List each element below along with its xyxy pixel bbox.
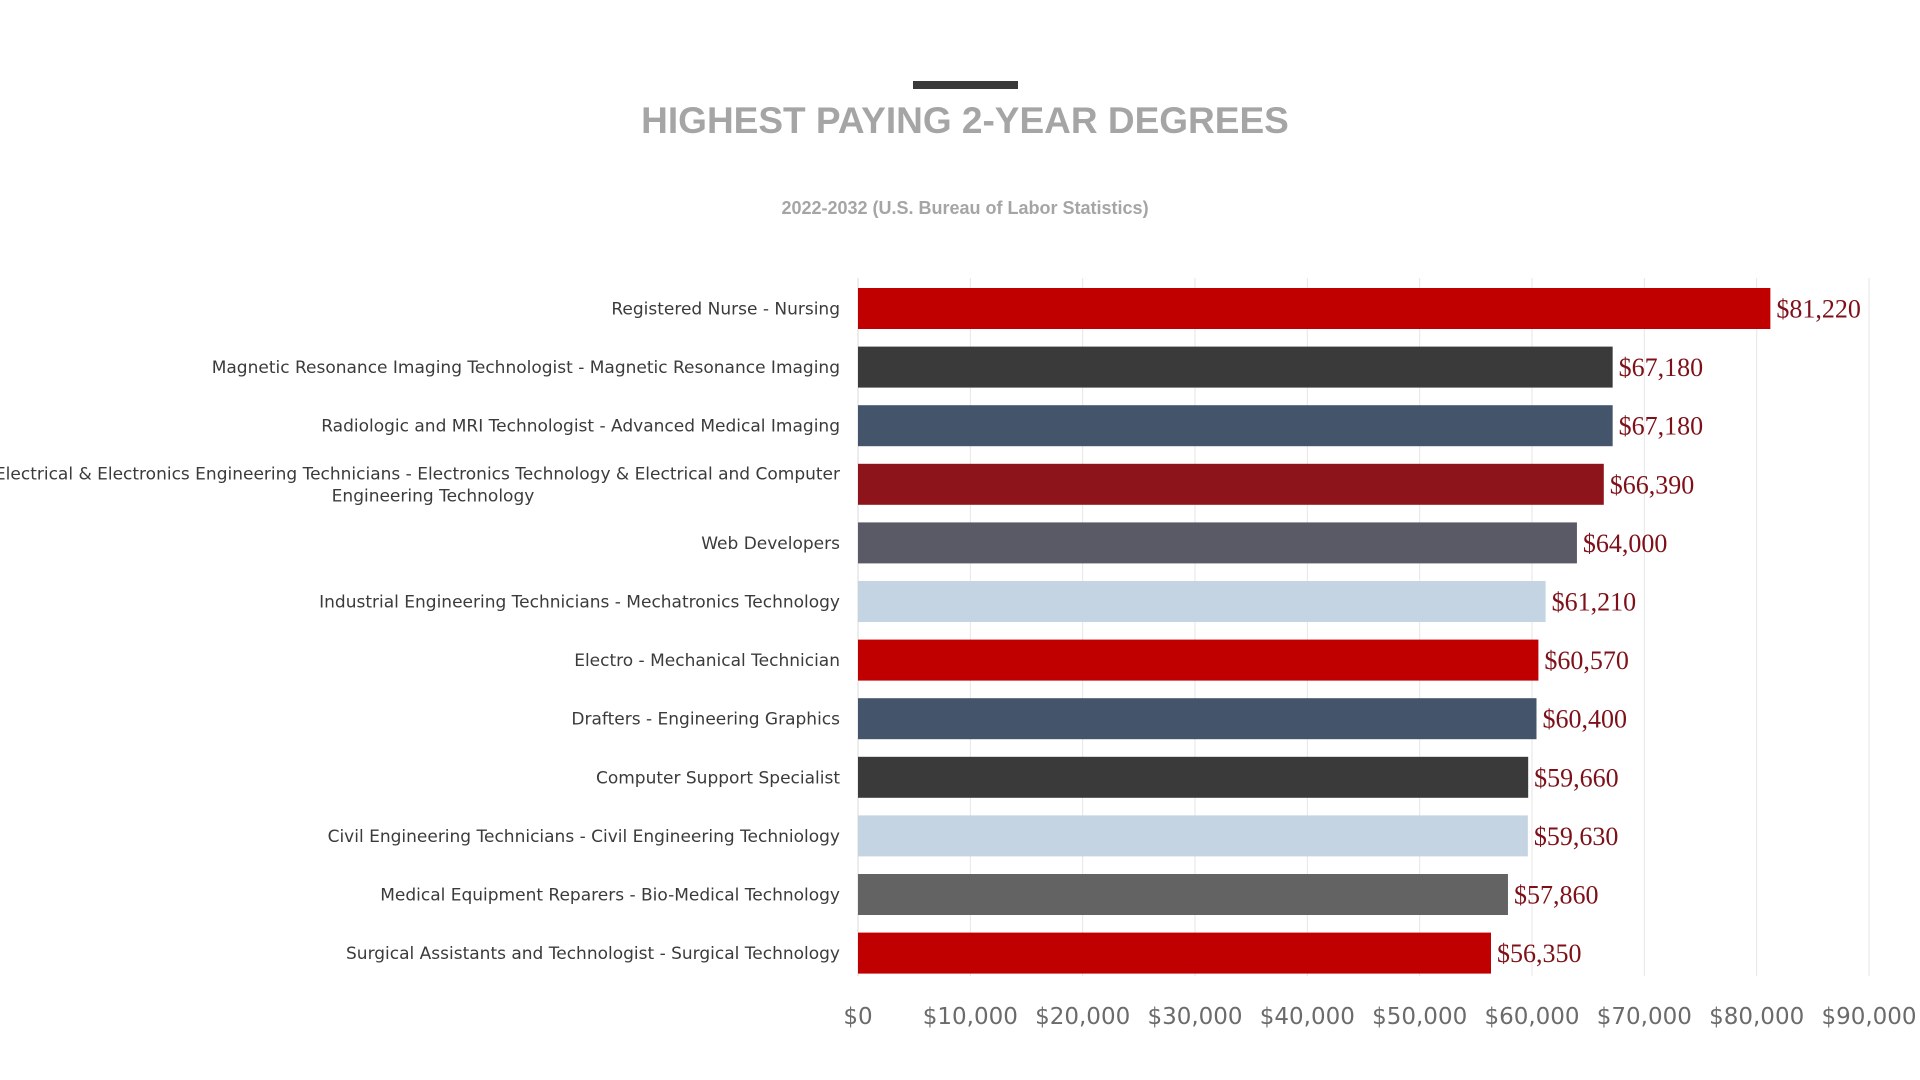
x-tick-label: $50,000 — [1372, 1004, 1467, 1030]
x-tick-label: $20,000 — [1035, 1004, 1130, 1030]
x-tick-label: $90,000 — [1821, 1004, 1916, 1030]
value-label: $56,350 — [1497, 939, 1582, 968]
category-label: Civil Engineering Technicians - Civil En… — [328, 827, 840, 847]
bar — [858, 522, 1577, 564]
bar — [858, 756, 1529, 798]
value-label: $64,000 — [1583, 529, 1668, 558]
x-tick-label: $70,000 — [1597, 1004, 1692, 1030]
chart-title: HIGHEST PAYING 2-YEAR DEGREES — [641, 100, 1289, 141]
category-label: Radiologic and MRI Technologist - Advanc… — [321, 417, 840, 437]
x-tick-label: $30,000 — [1147, 1004, 1242, 1030]
category-label: Medical Equipment Reparers - Bio-Medical… — [380, 886, 840, 906]
value-label: $59,630 — [1534, 822, 1619, 851]
bars — [858, 288, 1771, 974]
category-labels: Registered Nurse - Nursing Magnetic Reson… — [0, 300, 840, 965]
bar — [858, 815, 1528, 857]
chart-subtitle: 2022-2032 (U.S. Bureau of Labor Statisti… — [781, 198, 1149, 218]
bar — [858, 463, 1604, 505]
value-label: $67,180 — [1619, 412, 1704, 441]
bar — [858, 874, 1508, 915]
bar — [858, 288, 1771, 329]
category-label: Surgical Assistants and Technologist - S… — [346, 944, 840, 964]
bar — [858, 932, 1491, 974]
value-label: $60,570 — [1544, 646, 1629, 675]
category-label: Drafters - Engineering Graphics — [571, 710, 840, 730]
x-tick-label: $40,000 — [1260, 1004, 1355, 1030]
x-axis-ticks: $0 $10,000 $20,000 $30,000 $40,000 $50,000 $60… — [843, 1004, 1916, 1030]
value-label: $61,210 — [1552, 588, 1637, 617]
value-label: $67,180 — [1619, 353, 1704, 382]
category-label: Electrical & Electronics Engineering Tec… — [0, 464, 840, 484]
bar — [858, 405, 1613, 447]
category-label-continued: Engineering Technology — [332, 486, 535, 506]
x-tick-label: $80,000 — [1709, 1004, 1804, 1030]
title-accent-line — [913, 81, 1018, 89]
category-label: Registered Nurse - Nursing — [611, 300, 840, 320]
bar — [858, 639, 1539, 681]
grid-lines — [857, 278, 1870, 976]
bar — [858, 346, 1613, 388]
bar — [858, 698, 1537, 740]
x-tick-label: $0 — [843, 1004, 872, 1030]
value-label: $81,220 — [1776, 295, 1861, 324]
category-label: Web Developers — [701, 534, 840, 554]
value-label: $57,860 — [1514, 881, 1599, 910]
x-tick-label: $10,000 — [923, 1004, 1018, 1030]
value-labels: $81,220 $67,180 $67,180 $66,390 $64,000 $61,2… — [1497, 295, 1861, 969]
value-label: $60,400 — [1542, 705, 1627, 734]
bar — [858, 581, 1546, 622]
value-label: $59,660 — [1534, 763, 1619, 792]
x-tick-label: $60,000 — [1484, 1004, 1579, 1030]
value-label: $66,390 — [1610, 470, 1695, 499]
category-label: Magnetic Resonance Imaging Technologist … — [212, 358, 840, 378]
category-label: Electro - Mechanical Technician — [574, 651, 840, 671]
category-label: Computer Support Specialist — [596, 768, 840, 788]
category-label: Industrial Engineering Technicians - Mec… — [319, 593, 840, 613]
